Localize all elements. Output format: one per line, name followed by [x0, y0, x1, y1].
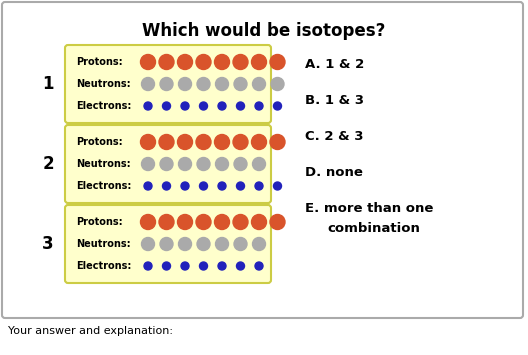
Text: Electrons:: Electrons: — [76, 101, 131, 111]
Text: combination: combination — [327, 222, 420, 235]
FancyBboxPatch shape — [65, 205, 271, 283]
Circle shape — [251, 214, 267, 229]
Text: Electrons:: Electrons: — [76, 181, 131, 191]
Circle shape — [215, 77, 229, 91]
Circle shape — [144, 182, 152, 190]
Circle shape — [159, 135, 174, 149]
Text: Electrons:: Electrons: — [76, 261, 131, 271]
FancyBboxPatch shape — [2, 2, 523, 318]
Circle shape — [270, 214, 285, 229]
Text: Protons:: Protons: — [76, 217, 122, 227]
Circle shape — [237, 262, 244, 270]
Circle shape — [252, 158, 266, 170]
Circle shape — [142, 237, 155, 251]
Text: Neutrons:: Neutrons: — [76, 79, 130, 89]
Text: 1: 1 — [42, 75, 54, 93]
Circle shape — [144, 262, 152, 270]
Text: B. 1 & 3: B. 1 & 3 — [305, 94, 364, 107]
Circle shape — [197, 77, 210, 91]
Circle shape — [234, 77, 247, 91]
Circle shape — [237, 182, 244, 190]
Circle shape — [177, 214, 193, 229]
Circle shape — [196, 135, 211, 149]
Circle shape — [163, 182, 171, 190]
Circle shape — [160, 158, 173, 170]
Circle shape — [200, 102, 208, 110]
Circle shape — [163, 102, 171, 110]
Text: 3: 3 — [42, 235, 54, 253]
Circle shape — [252, 237, 266, 251]
Circle shape — [214, 55, 230, 70]
Text: Protons:: Protons: — [76, 57, 122, 67]
Circle shape — [181, 102, 189, 110]
Text: E. more than one: E. more than one — [305, 202, 433, 215]
Circle shape — [142, 158, 155, 170]
Circle shape — [255, 182, 263, 190]
Circle shape — [140, 135, 156, 149]
Circle shape — [255, 102, 263, 110]
Text: Your answer and explanation:: Your answer and explanation: — [8, 326, 173, 336]
Circle shape — [233, 135, 248, 149]
Text: Neutrons:: Neutrons: — [76, 159, 130, 169]
Text: A. 1 & 2: A. 1 & 2 — [305, 58, 364, 71]
Circle shape — [274, 182, 281, 190]
Circle shape — [160, 77, 173, 91]
Circle shape — [144, 102, 152, 110]
Circle shape — [181, 182, 189, 190]
Circle shape — [177, 135, 193, 149]
Circle shape — [215, 158, 229, 170]
Circle shape — [160, 237, 173, 251]
Circle shape — [251, 55, 267, 70]
FancyBboxPatch shape — [65, 125, 271, 203]
Circle shape — [140, 55, 156, 70]
Circle shape — [215, 237, 229, 251]
Circle shape — [234, 237, 247, 251]
Circle shape — [270, 135, 285, 149]
Text: Protons:: Protons: — [76, 137, 122, 147]
Text: D. none: D. none — [305, 166, 363, 179]
FancyBboxPatch shape — [65, 45, 271, 123]
Circle shape — [252, 77, 266, 91]
Circle shape — [178, 158, 192, 170]
Circle shape — [214, 214, 230, 229]
Circle shape — [142, 77, 155, 91]
Circle shape — [196, 55, 211, 70]
Circle shape — [178, 237, 192, 251]
Text: Neutrons:: Neutrons: — [76, 239, 130, 249]
Text: 2: 2 — [42, 155, 54, 173]
Circle shape — [218, 262, 226, 270]
Text: Which would be isotopes?: Which would be isotopes? — [143, 22, 385, 40]
Circle shape — [237, 102, 244, 110]
Circle shape — [251, 135, 267, 149]
Circle shape — [214, 135, 230, 149]
Circle shape — [270, 55, 285, 70]
Circle shape — [163, 262, 171, 270]
Circle shape — [197, 237, 210, 251]
Circle shape — [197, 158, 210, 170]
Circle shape — [177, 55, 193, 70]
Circle shape — [271, 77, 284, 91]
Text: C. 2 & 3: C. 2 & 3 — [305, 130, 363, 143]
Circle shape — [255, 262, 263, 270]
Circle shape — [181, 262, 189, 270]
Circle shape — [218, 102, 226, 110]
Circle shape — [140, 214, 156, 229]
Circle shape — [196, 214, 211, 229]
Circle shape — [233, 55, 248, 70]
Circle shape — [218, 182, 226, 190]
Circle shape — [233, 214, 248, 229]
Circle shape — [200, 182, 208, 190]
Circle shape — [274, 102, 281, 110]
Circle shape — [159, 214, 174, 229]
Circle shape — [159, 55, 174, 70]
Circle shape — [178, 77, 192, 91]
Circle shape — [234, 158, 247, 170]
Circle shape — [200, 262, 208, 270]
